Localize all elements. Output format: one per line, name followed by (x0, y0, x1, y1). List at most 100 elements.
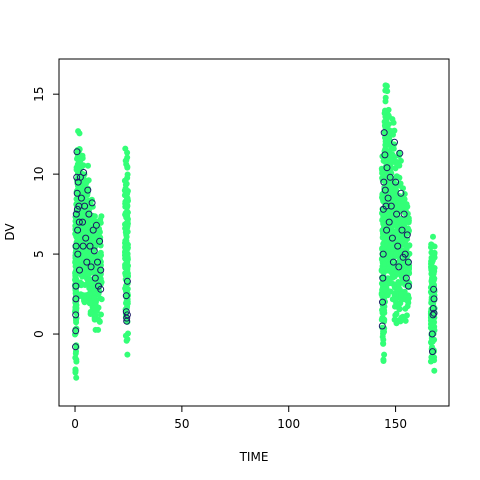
simulated-point (429, 321, 436, 328)
simulated-point (98, 296, 105, 303)
observed-point (86, 242, 94, 250)
observed-point (73, 205, 81, 213)
observed-point (89, 226, 97, 234)
simulated-point (92, 218, 99, 225)
observed-point (123, 311, 131, 319)
simulated-point (428, 277, 435, 284)
simulated-point (73, 374, 80, 381)
observed-point (73, 173, 81, 181)
observed-point (72, 343, 79, 351)
observed-point (393, 210, 401, 218)
simulated-point (92, 257, 99, 264)
simulated-point (72, 350, 79, 357)
observed-point (74, 226, 82, 234)
simulated-point (93, 298, 99, 305)
simulated-point (391, 316, 398, 323)
simulated-point (430, 293, 437, 300)
simulated-point (124, 164, 131, 171)
simulated-point (123, 337, 130, 344)
simulated-point (393, 250, 400, 257)
simulated-point (380, 328, 387, 335)
simulated-point (80, 195, 87, 202)
simulated-point (399, 313, 406, 320)
observed-point (398, 226, 406, 234)
simulated-point (87, 300, 94, 307)
simulated-point (82, 178, 89, 185)
simulated-point (382, 94, 389, 101)
observed-point (91, 274, 99, 282)
observed-point (84, 186, 92, 194)
simulated-point (431, 288, 438, 295)
simulated-point (75, 128, 82, 135)
simulated-point (399, 218, 406, 225)
observed-point (122, 292, 130, 300)
simulated-point (392, 303, 398, 310)
observed-point (401, 250, 409, 258)
observed-point (77, 194, 85, 202)
y-axis: 0 5 10 15 (32, 87, 59, 338)
simulated-point (401, 263, 408, 270)
observed-point (97, 266, 105, 274)
observed-point (381, 186, 389, 194)
observed-point (430, 285, 438, 293)
simulated-point (381, 351, 388, 358)
simulated-point (124, 171, 131, 178)
observed-point (391, 138, 398, 146)
simulated-point (124, 202, 130, 209)
simulated-point (124, 195, 131, 201)
simulated-point (392, 296, 399, 303)
simulated-point (399, 203, 406, 210)
simulated-point (78, 154, 85, 161)
simulated-point (97, 218, 103, 224)
simulated-point (431, 327, 438, 334)
simulated-point (428, 260, 434, 267)
observed-point (75, 218, 83, 226)
simulated-point (122, 237, 129, 244)
simulated-point (392, 190, 399, 197)
simulated-point (380, 340, 387, 347)
observed-point (396, 149, 404, 157)
y-tick-label: 5 (32, 250, 46, 258)
simulated-point (428, 254, 435, 261)
simulated-point (73, 319, 80, 326)
simulated-point (405, 295, 412, 302)
observed-point (72, 242, 80, 250)
simulated-point (388, 157, 395, 164)
simulated-point (393, 310, 400, 317)
simulated-point (72, 369, 79, 376)
simulated-point (394, 161, 401, 168)
observed-point (72, 282, 80, 290)
observed-point (79, 218, 86, 226)
y-tick-label: 10 (32, 166, 46, 181)
x-tick-label: 100 (277, 417, 300, 431)
simulated-point (378, 291, 385, 298)
simulated-point (122, 251, 129, 258)
simulated-point (121, 177, 128, 184)
simulated-point (91, 288, 98, 295)
simulated-point (124, 351, 131, 358)
observed-point (429, 348, 436, 356)
simulated-point (122, 264, 129, 271)
observed-point (123, 277, 131, 285)
observed-point (379, 274, 387, 282)
y-axis-label: DV (3, 223, 17, 241)
observed-point (96, 237, 104, 245)
simulated-point (76, 213, 83, 220)
simulated-point (73, 298, 80, 305)
observed-point (383, 226, 391, 234)
simulated-point (82, 282, 88, 288)
simulated-point (72, 276, 78, 283)
simulated-point (381, 286, 388, 293)
simulated-point (387, 228, 394, 235)
observed-point (90, 247, 98, 255)
observed-point (72, 311, 80, 319)
plot-frame (58, 58, 450, 407)
observed-point (378, 322, 386, 330)
simulated-point (379, 333, 386, 340)
simulated-point (403, 201, 410, 208)
simulated-point (398, 241, 405, 248)
simulated-point (91, 316, 98, 323)
observed-point (85, 210, 93, 218)
simulated-point (382, 158, 388, 165)
observed-point (72, 327, 80, 335)
